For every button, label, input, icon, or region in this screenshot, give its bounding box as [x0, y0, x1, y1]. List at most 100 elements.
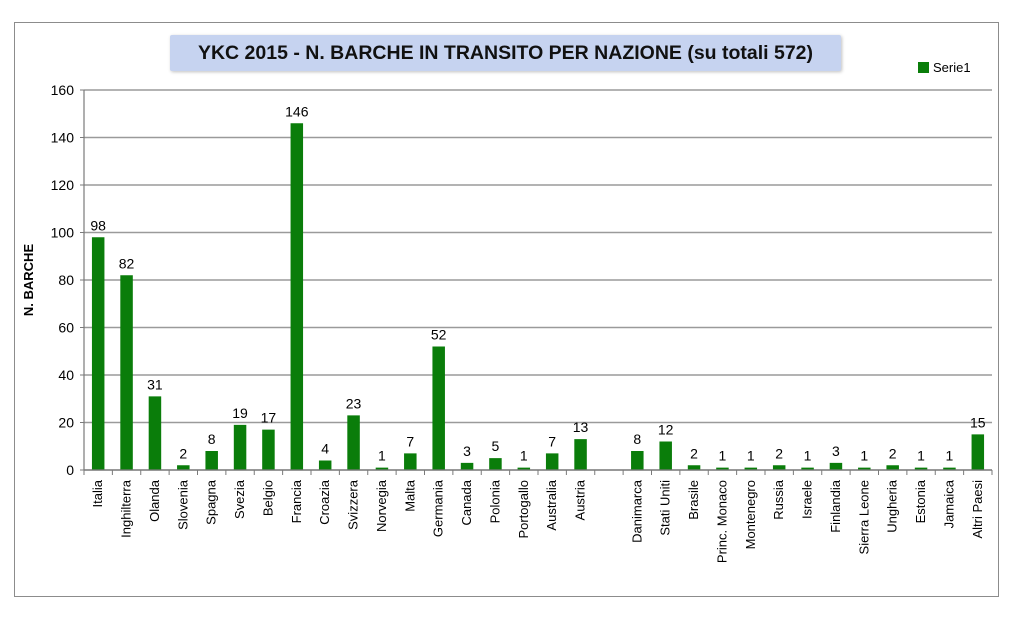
- y-tick-label: 100: [51, 225, 75, 241]
- data-label: 1: [520, 448, 528, 464]
- data-label: 19: [232, 405, 248, 421]
- bar: [318, 460, 332, 470]
- bar: [545, 453, 559, 470]
- data-label: 31: [147, 376, 163, 392]
- data-label: 8: [208, 431, 216, 447]
- data-label: 1: [378, 448, 386, 464]
- data-label: 146: [285, 103, 309, 119]
- data-label: 12: [658, 422, 674, 438]
- data-label: 13: [573, 419, 589, 435]
- legend-swatch: [918, 62, 929, 73]
- x-tick-label: Montenegro: [743, 480, 758, 549]
- x-tick-label: Russia: [771, 479, 786, 520]
- data-label: 1: [917, 448, 925, 464]
- data-label: 1: [804, 448, 812, 464]
- bar: [432, 346, 445, 470]
- data-label: 5: [492, 438, 500, 454]
- bar: [574, 439, 587, 470]
- y-tick-label: 120: [51, 177, 75, 193]
- bar: [460, 462, 474, 470]
- data-label: 2: [889, 445, 897, 461]
- x-tick-label: Altri Paesi: [970, 480, 985, 539]
- x-tick-label: Norvegia: [374, 479, 389, 532]
- x-tick-label: Croazia: [317, 479, 332, 525]
- x-tick-label: Italia: [90, 479, 105, 507]
- bar: [744, 467, 758, 470]
- x-tick-label: Danimarca: [629, 479, 644, 543]
- x-axis: Italia Inghilterra Olanda Slovenia Spagna Sve…: [83, 469, 993, 563]
- x-tick-label: Belgio: [260, 480, 275, 516]
- x-tick-label: Austria: [573, 479, 588, 520]
- y-tick-label: 80: [58, 272, 74, 288]
- data-label: 2: [179, 445, 187, 461]
- data-label: 1: [946, 448, 954, 464]
- data-label: 52: [431, 327, 447, 343]
- y-tick-label: 160: [51, 82, 75, 98]
- x-tick-label: Brasile: [686, 480, 701, 520]
- bar: [177, 465, 190, 470]
- x-tick-label: Australia: [544, 479, 559, 530]
- data-label: 7: [406, 433, 414, 449]
- x-tick-label: Finlandia: [828, 479, 843, 533]
- legend: Serie1: [918, 60, 971, 75]
- bar: [886, 465, 899, 470]
- bar: [631, 451, 644, 470]
- y-axis-label: N. BARCHE: [21, 244, 36, 317]
- bar: [914, 467, 928, 470]
- bar: [91, 237, 105, 470]
- data-label: 15: [970, 414, 986, 430]
- chart-frame: [14, 22, 999, 597]
- data-label: 98: [90, 217, 106, 233]
- data-label: 7: [548, 433, 556, 449]
- x-tick-label: Spagna: [204, 479, 219, 525]
- bar: [716, 467, 729, 470]
- bar: [262, 429, 275, 470]
- bar: [489, 458, 502, 470]
- x-tick-label: Princ. Monaco: [714, 480, 729, 563]
- bar: [772, 465, 786, 470]
- bar: [971, 434, 985, 470]
- x-tick-label: Germania: [431, 479, 446, 537]
- data-label: 23: [346, 395, 362, 411]
- data-label: 3: [832, 443, 840, 459]
- bar: [233, 424, 247, 470]
- data-label: 3: [463, 443, 471, 459]
- x-tick-label: Ungheria: [885, 479, 900, 533]
- x-tick-label: Canada: [459, 479, 474, 525]
- bar: [148, 396, 162, 470]
- x-tick-label: Estonia: [913, 479, 928, 523]
- bar: [404, 453, 417, 470]
- x-tick-label: Malta: [402, 479, 417, 512]
- x-tick-label: Jamaica: [941, 479, 956, 528]
- data-label: 2: [775, 445, 783, 461]
- x-tick-label: Israele: [800, 480, 815, 519]
- x-tick-label: Polonia: [487, 479, 502, 523]
- data-label: 8: [633, 431, 641, 447]
- bar: [517, 467, 531, 470]
- data-label: 1: [860, 448, 868, 464]
- bar: [347, 415, 360, 470]
- x-tick-label: Stati Uniti: [658, 480, 673, 536]
- bar: [687, 465, 701, 470]
- x-tick-label: Francia: [289, 479, 304, 523]
- x-tick-label: Portogallo: [516, 480, 531, 539]
- x-tick-label: Olanda: [147, 479, 162, 522]
- bar: [801, 467, 814, 470]
- data-label: 1: [747, 448, 755, 464]
- x-tick-label: Inghilterra: [119, 479, 134, 538]
- x-tick-label: Svizzera: [346, 479, 361, 530]
- bar: [205, 451, 218, 470]
- data-label: 2: [690, 445, 698, 461]
- y-tick-label: 60: [58, 320, 74, 336]
- bar: [858, 467, 871, 470]
- chart-title: YKC 2015 - N. BARCHE IN TRANSITO PER NAZ…: [170, 35, 841, 71]
- bar: [943, 467, 956, 470]
- legend-label: Serie1: [933, 60, 971, 75]
- x-tick-label: Sierra Leone: [856, 480, 871, 554]
- y-tick-label: 0: [66, 462, 74, 478]
- y-tick-label: 140: [51, 130, 75, 146]
- bar: [290, 123, 304, 470]
- data-label: 82: [119, 255, 135, 271]
